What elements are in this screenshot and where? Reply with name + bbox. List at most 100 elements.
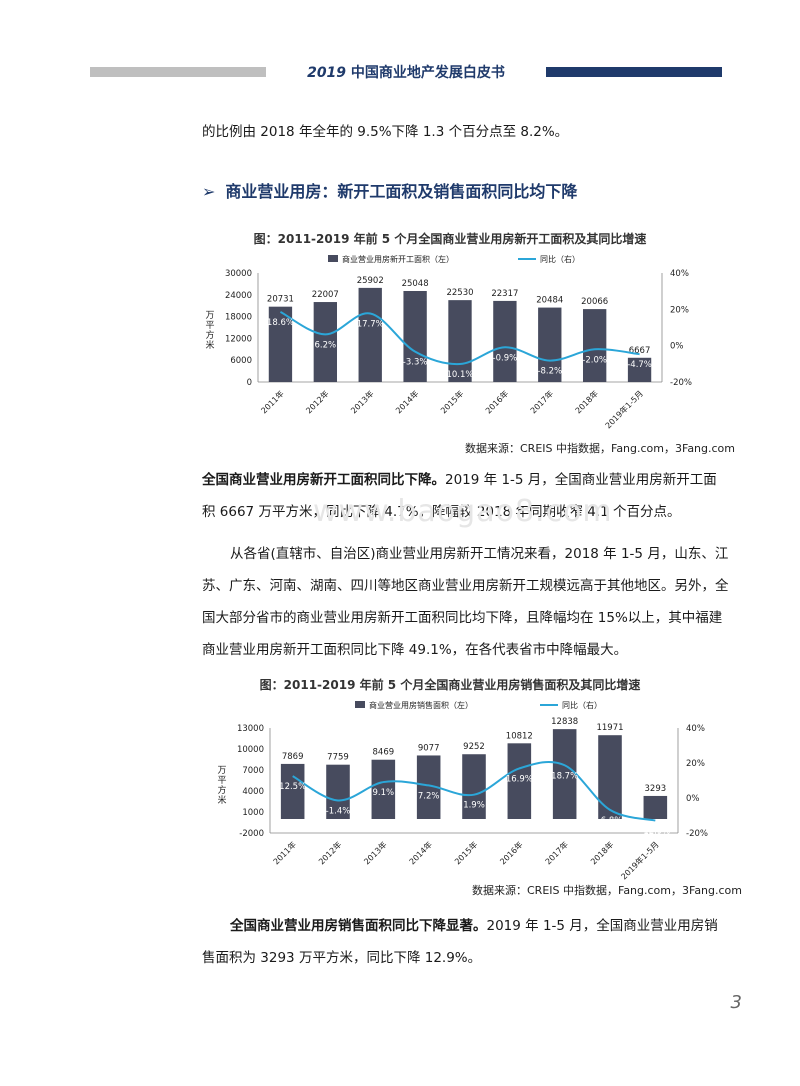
bar	[280, 763, 305, 819]
bar-value-label: 20484	[536, 296, 563, 306]
y-left-tick-label: 18000	[225, 313, 252, 323]
bar	[416, 755, 441, 819]
bar-value-label: 6667	[629, 346, 651, 356]
y-left-tick-label: 30000	[225, 269, 252, 279]
x-tick-label: 2018年	[588, 839, 615, 866]
y-right-tick-label: -20%	[686, 829, 708, 839]
y-left-tick-label: 0	[247, 378, 252, 388]
legend-bar-label: 商业营业用房销售面积（左）	[369, 700, 473, 710]
line-value-label: 12.5%	[279, 782, 306, 792]
bar-value-label: 10812	[506, 731, 533, 741]
line-value-label: 1.9%	[463, 801, 485, 811]
y-left-tick-label: 4000	[242, 787, 264, 797]
y-right-tick-label: 0%	[686, 794, 700, 804]
y-left-tick-label: 7000	[242, 766, 264, 776]
bar-value-label: 22007	[312, 290, 339, 300]
y-axis-label-char: 万	[205, 311, 214, 321]
intro-line: 的比例由 2018 年全年的 9.5%下降 1.3 个百分点至 8.2%。	[202, 124, 569, 140]
legend-line-label: 同比（右）	[540, 254, 580, 264]
y-right-tick-label: 0%	[670, 342, 684, 352]
page-number: 3	[730, 992, 742, 1013]
y-axis-label-char: 米	[205, 339, 214, 351]
x-tick-label: 2014年	[407, 839, 434, 866]
bar	[268, 306, 293, 382]
y-left-tick-label: 24000	[225, 291, 252, 301]
y-left-tick-label: 10000	[237, 745, 264, 755]
bar	[538, 307, 562, 382]
y-left-tick-label: -2000	[239, 829, 264, 839]
yoy-line	[279, 310, 640, 366]
line-value-label: -0.9%	[493, 353, 518, 363]
y-right-tick-label: 40%	[670, 269, 689, 279]
line-value-label: -3.3%	[403, 358, 428, 368]
bar	[627, 357, 652, 382]
bar-value-label: 25902	[357, 276, 384, 286]
y-axis-label-char: 米	[217, 794, 226, 806]
bar-value-label: 7869	[282, 752, 304, 762]
y-axis-label-char: 万	[217, 766, 226, 776]
line-value-label: 6.2%	[315, 340, 337, 350]
bar	[371, 759, 396, 819]
line-value-label: 18.7%	[551, 771, 578, 781]
section-heading: ➢ 商业营业用房：新开工面积及销售面积同比均下降	[202, 178, 577, 202]
line-value-label: -8.2%	[537, 367, 562, 377]
bar	[582, 309, 607, 382]
chart1-source: 数据来源：CREIS 中指数据，Fang.com，3Fang.com	[465, 442, 735, 455]
legend-bar-swatch	[355, 701, 365, 708]
chart2-title: 图：2011-2019 年前 5 个月全国商业营业用房销售面积及其同比增速	[259, 678, 641, 692]
x-tick-label: 2012年	[316, 839, 343, 866]
line-value-label: 18.6%	[267, 318, 294, 328]
x-tick-label: 2017年	[543, 839, 570, 866]
y-axis-label-char: 方	[217, 784, 226, 796]
line-value-label: 17.7%	[357, 320, 384, 330]
y-left-tick-label: 13000	[237, 724, 264, 734]
bar-value-label: 3293	[645, 784, 667, 794]
y-left-tick-label: 6000	[230, 356, 252, 366]
x-tick-label: 2011年	[271, 839, 298, 866]
bar	[493, 300, 517, 382]
line-value-label: -2.0%	[582, 355, 607, 365]
paragraph-3-text: 2019 年 1-5 月，全国商业营业用房销售面积为 3293 万平方米，同比下…	[202, 918, 718, 966]
watermark: www.baogao8.com	[313, 494, 613, 529]
yoy-line	[292, 760, 656, 822]
line-value-label: 16.9%	[506, 774, 533, 784]
y-right-tick-label: -20%	[670, 378, 692, 388]
y-right-tick-label: 20%	[686, 759, 705, 769]
y-left-tick-label: 12000	[225, 334, 252, 344]
bar-value-label: 22317	[491, 289, 518, 299]
y-left-tick-label: 1000	[242, 808, 264, 818]
chart2-source: 数据来源：CREIS 中指数据，Fang.com，3Fang.com	[472, 884, 742, 897]
line-value-label: -1.4%	[326, 806, 351, 816]
line-value-label: -4.7%	[627, 360, 652, 370]
bar	[448, 300, 472, 382]
bar	[598, 735, 622, 819]
bar	[643, 795, 668, 819]
x-tick-label: 2015年	[452, 839, 479, 866]
paragraph-1-text: 2019 年 1-5 月，全国商业营业用房新开工面积 6667 万平方米，同比下…	[202, 472, 717, 520]
line-value-label: -6.8%	[598, 816, 623, 826]
line-value-label: 10.1%	[446, 370, 473, 380]
bar	[358, 287, 382, 382]
legend-bar-swatch	[328, 255, 338, 262]
bar-value-label: 20731	[267, 295, 294, 305]
x-tick-label: 2013年	[362, 839, 389, 866]
bar-value-label: 20066	[581, 297, 608, 307]
paragraph-3: 全国商业营业用房销售面积同比下降显著。2019 年 1-5 月，全国商业营业用房…	[202, 910, 730, 974]
y-axis-label-char: 方	[205, 329, 214, 341]
bar-value-label: 8469	[373, 748, 395, 758]
bar-value-label: 22530	[446, 288, 473, 298]
bar	[552, 729, 577, 819]
bar-value-label: 11971	[596, 723, 623, 733]
bar	[507, 743, 532, 819]
header-title-text: 中国商业地产发展白皮书	[346, 65, 505, 81]
bar-value-label: 9252	[463, 742, 485, 752]
paragraph-2: 从各省(直辖市、自治区)商业营业用房新开工情况来看，2018 年 1-5 月，山…	[202, 546, 729, 658]
bar	[313, 302, 338, 382]
header-year: 2019	[307, 65, 347, 81]
header-title: 2019 中国商业地产发展白皮书	[266, 62, 546, 82]
x-tick-label: 2016年	[498, 839, 525, 866]
y-axis-label-char: 平	[205, 320, 214, 331]
section-heading-text: 商业营业用房：新开工面积及销售面积同比均下降	[225, 182, 578, 201]
